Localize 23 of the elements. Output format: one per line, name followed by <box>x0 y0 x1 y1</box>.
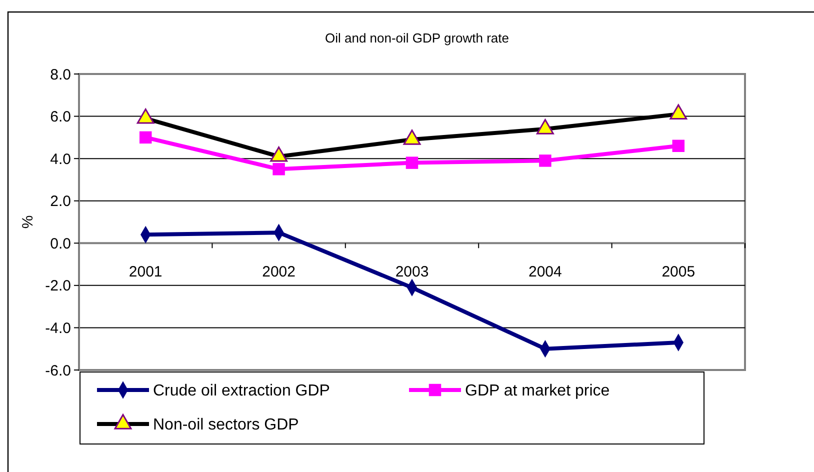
point <box>139 131 152 144</box>
x-tick-label: 2001 <box>128 263 162 280</box>
x-tick-label: 2005 <box>662 263 696 280</box>
x-tick-label: 2002 <box>262 263 296 280</box>
y-tick-label: -2.0 <box>45 278 71 295</box>
y-tick-label: -6.0 <box>45 362 71 380</box>
point <box>272 163 285 176</box>
point <box>672 140 685 152</box>
point <box>406 156 418 169</box>
x-tick-label: 2003 <box>395 263 429 280</box>
y-tick-label: 2.0 <box>50 193 71 210</box>
legend-label: Non-oil sectors GDP <box>153 416 299 434</box>
legend-label: Crude oil extraction GDP <box>153 382 330 400</box>
y-tick-label: -4.0 <box>45 320 71 337</box>
y-tick-label: 6.0 <box>50 108 71 126</box>
legend-label: GDP at market price <box>465 382 610 400</box>
y-tick-label: 8.0 <box>50 66 71 84</box>
x-tick-label: 2004 <box>528 263 562 280</box>
y-axis-title: % <box>19 215 36 229</box>
y-tick-label: 4.0 <box>50 150 71 168</box>
y-tick-label: 0.0 <box>50 235 71 252</box>
chart-title: Oil and non-oil GDP growth rate <box>324 30 510 46</box>
point <box>539 154 552 167</box>
